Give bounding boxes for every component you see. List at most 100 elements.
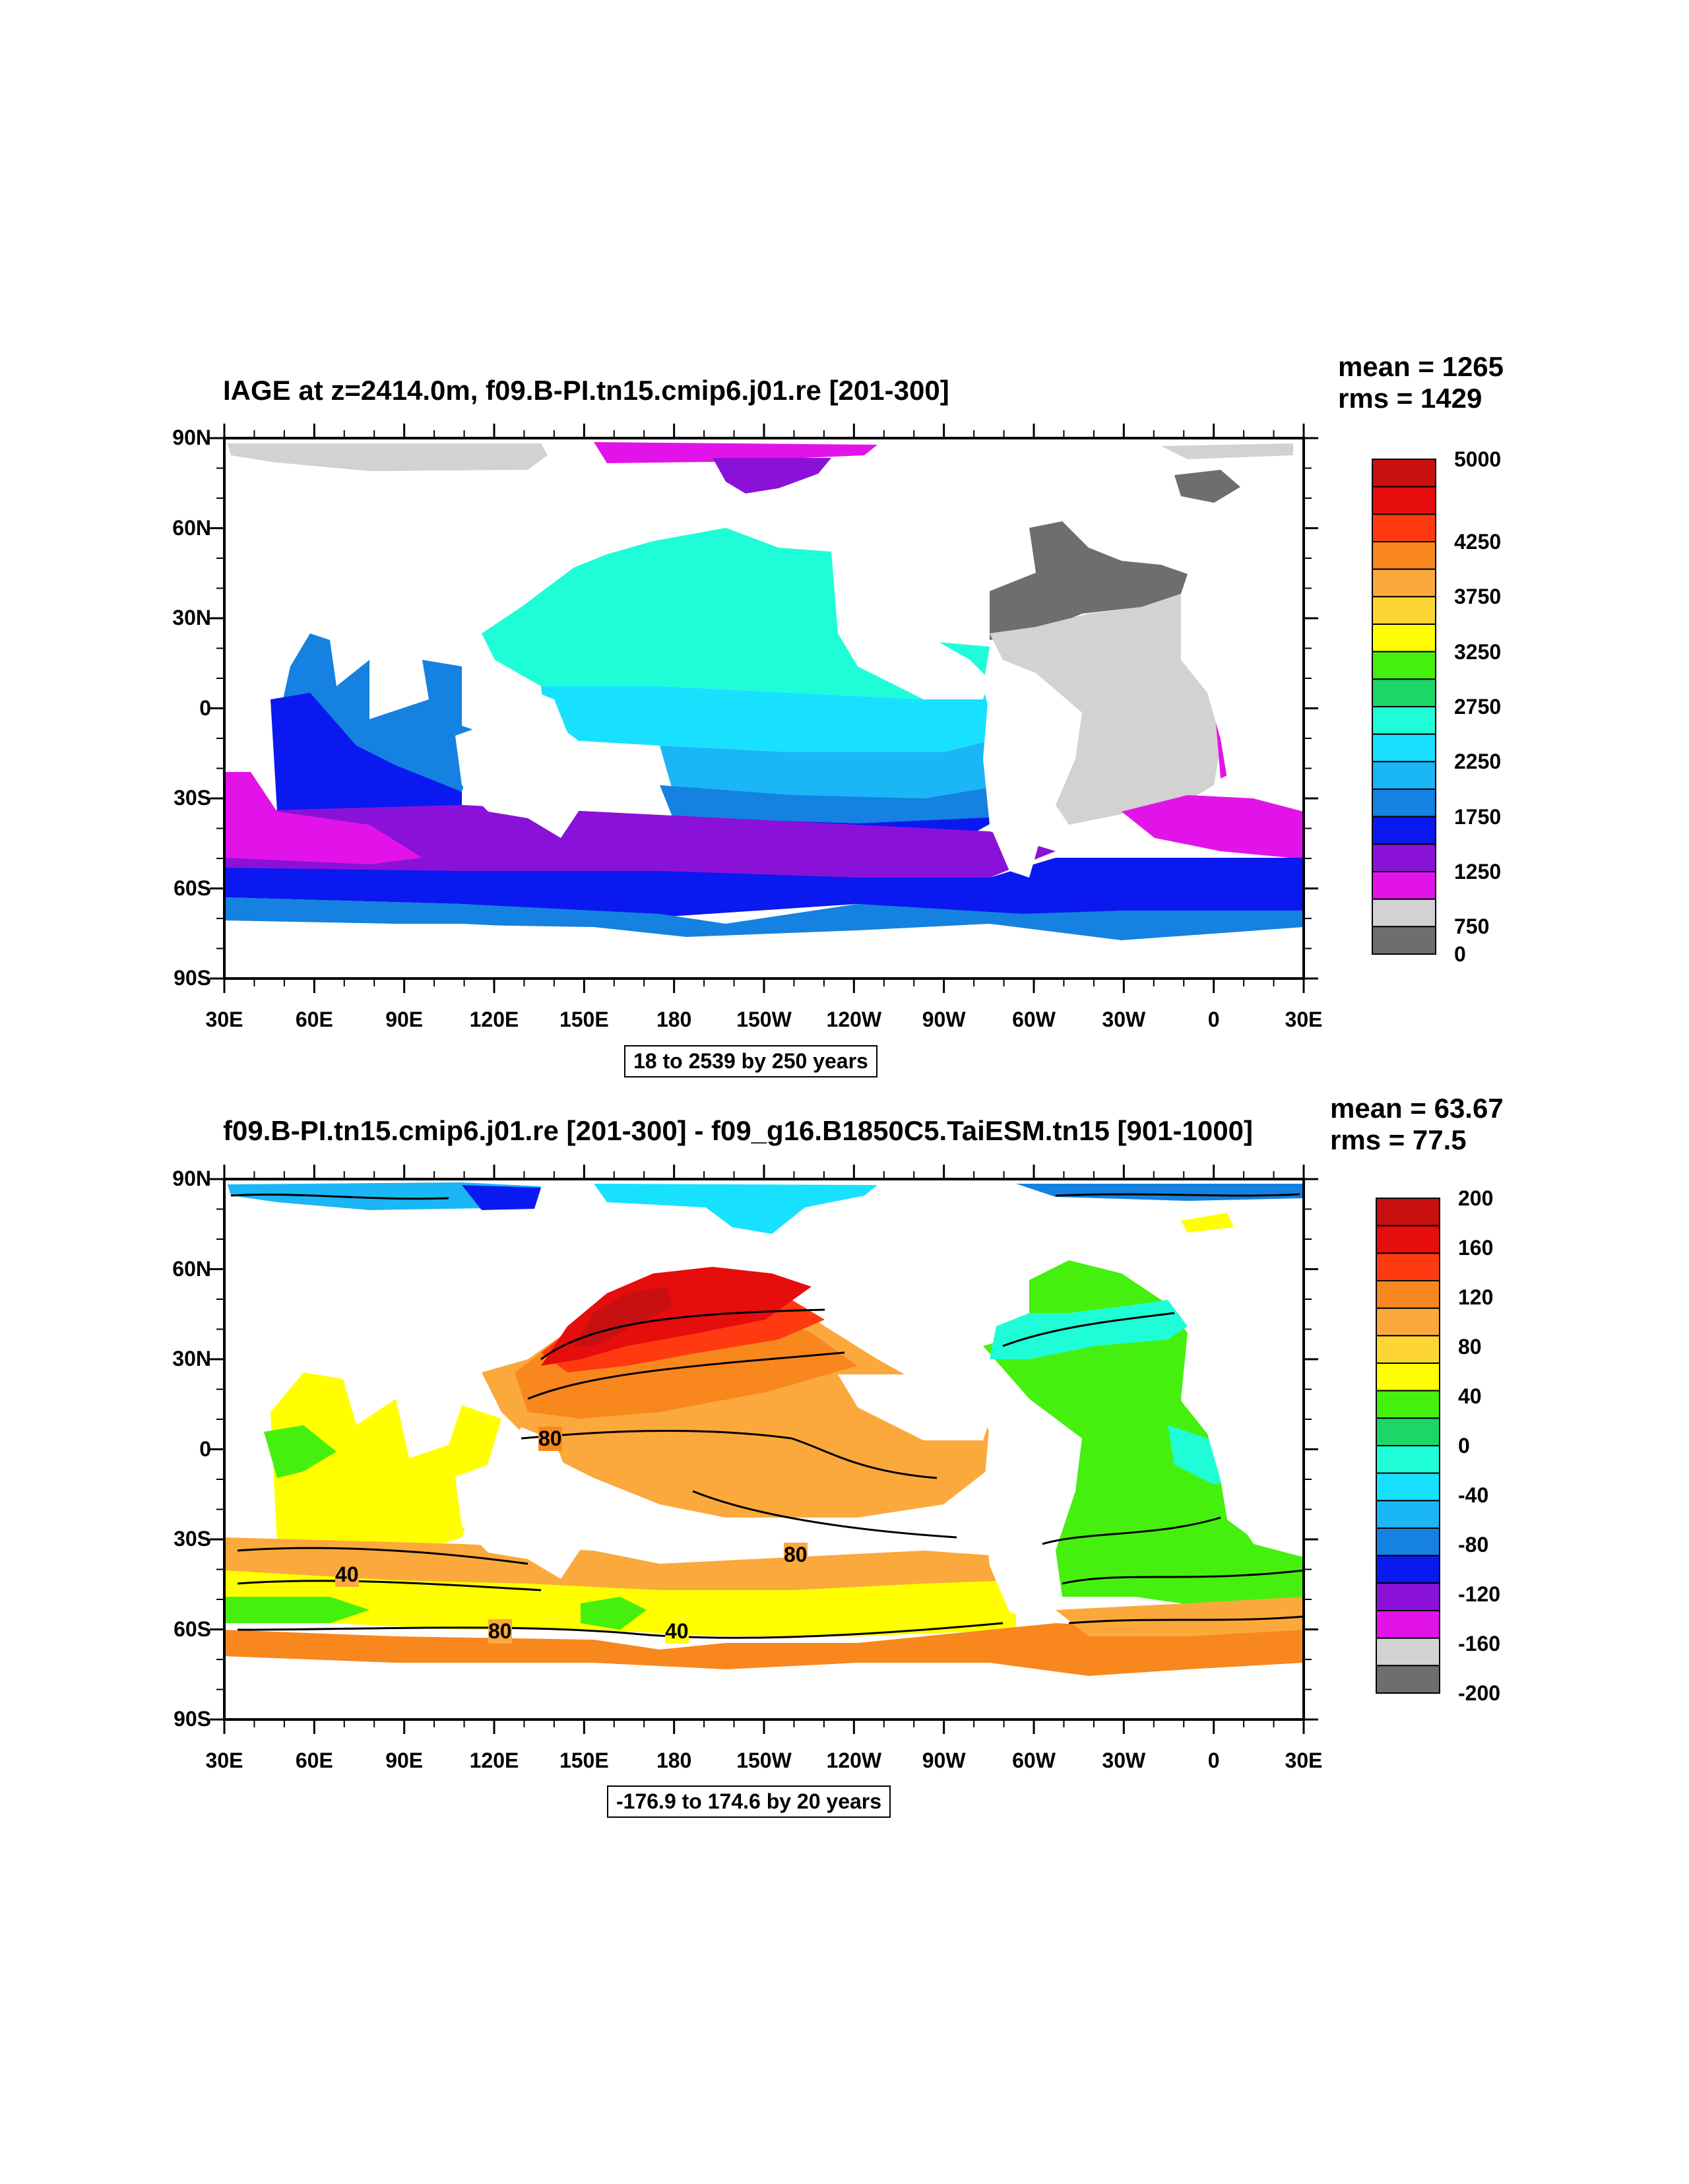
x-axis-label: 60E bbox=[295, 1008, 333, 1031]
x-axis-label: 0 bbox=[1207, 1008, 1220, 1031]
p1-io-darkblue bbox=[271, 693, 462, 812]
colorbar-box bbox=[1372, 596, 1436, 625]
p1-arctic-magenta bbox=[594, 442, 877, 463]
colorbar-label: 2750 bbox=[1454, 695, 1502, 719]
x-axis-label: 30E bbox=[205, 1749, 243, 1772]
p1-so-purple bbox=[224, 805, 1056, 881]
p1-arctic-gray bbox=[228, 443, 548, 471]
x-axis-label: 120E bbox=[469, 1749, 519, 1772]
y-axis-label: 90N bbox=[172, 1167, 211, 1190]
colorbar-box bbox=[1372, 898, 1436, 928]
p2-io-green bbox=[264, 1425, 336, 1478]
panel2-ocean-fields bbox=[224, 1182, 1304, 1719]
panel1-contour-info: 18 to 2539 by 250 years bbox=[624, 1045, 877, 1077]
x-axis-label: 30W bbox=[1102, 1749, 1146, 1772]
p1-so-blue bbox=[224, 858, 1304, 917]
colorbar-box bbox=[1376, 1500, 1440, 1529]
y-axis-label: 60S bbox=[174, 1617, 211, 1641]
colorbar-label: 750 bbox=[1454, 915, 1490, 939]
colorbar-box bbox=[1376, 1363, 1440, 1392]
x-axis-label: 90W bbox=[922, 1008, 966, 1031]
p1-atl-gray bbox=[990, 594, 1221, 825]
x-axis-label: 90E bbox=[385, 1008, 424, 1031]
y-axis-label: 60S bbox=[174, 876, 211, 900]
colorbar-label: 40 bbox=[1458, 1384, 1482, 1408]
x-axis-label: 150W bbox=[736, 1008, 792, 1031]
y-axis-label: 0 bbox=[199, 695, 211, 720]
colorbar-label: 1250 bbox=[1454, 860, 1502, 883]
colorbar-box bbox=[1372, 486, 1436, 515]
p2-south-america bbox=[983, 1407, 1069, 1619]
colorbar-label: -120 bbox=[1458, 1582, 1501, 1606]
p2-natl-aqua bbox=[990, 1300, 1188, 1359]
x-axis-label: 30E bbox=[205, 1008, 243, 1031]
colorbar-box bbox=[1376, 1225, 1440, 1254]
p2-so-green-patch bbox=[224, 1597, 369, 1623]
colorbar-box bbox=[1372, 733, 1436, 763]
colorbar-label: -160 bbox=[1458, 1632, 1501, 1655]
p1-so-magenta-w bbox=[224, 772, 422, 864]
p1-gin-dark bbox=[1174, 470, 1240, 503]
x-axis-label: 180 bbox=[656, 1749, 692, 1772]
colorbar-box bbox=[1376, 1307, 1440, 1337]
panel1-rms: rms = 1429 bbox=[1338, 383, 1482, 414]
colorbar-box bbox=[1376, 1280, 1440, 1309]
panel2-contour-info: -176.9 to 174.6 by 20 years bbox=[607, 1785, 891, 1818]
colorbar-label: 3750 bbox=[1454, 585, 1502, 609]
p1-south-america bbox=[983, 666, 1069, 878]
p1-arctic-gray-east bbox=[1161, 443, 1293, 459]
p2-so-atl-orange bbox=[1056, 1597, 1304, 1636]
colorbar-box bbox=[1372, 926, 1436, 955]
colorbar-box bbox=[1372, 871, 1436, 900]
x-axis-label: 150W bbox=[736, 1749, 792, 1772]
colorbar-box bbox=[1372, 568, 1436, 598]
x-axis-label: 120E bbox=[469, 1008, 519, 1031]
colorbar-box bbox=[1376, 1472, 1440, 1502]
p1-north-america bbox=[838, 633, 990, 699]
colorbar-box bbox=[1372, 843, 1436, 873]
colorbar-box bbox=[1372, 816, 1436, 845]
y-axis-label: 30S bbox=[174, 1527, 211, 1551]
colorbar-label: -40 bbox=[1458, 1483, 1489, 1507]
p2-arctic-darkblue bbox=[462, 1185, 541, 1210]
colorbar-box bbox=[1376, 1335, 1440, 1365]
colorbar-label: 4250 bbox=[1454, 530, 1502, 554]
p2-io-yellow bbox=[271, 1372, 501, 1557]
colorbar-box bbox=[1372, 761, 1436, 790]
y-axis-label: 30N bbox=[172, 606, 211, 629]
colorbar-box bbox=[1376, 1198, 1440, 1227]
colorbar-label: 200 bbox=[1458, 1186, 1494, 1210]
colorbar-box bbox=[1372, 678, 1436, 708]
p1-australia bbox=[455, 686, 594, 838]
colorbar-box bbox=[1376, 1445, 1440, 1474]
colorbar-box bbox=[1376, 1417, 1440, 1446]
p2-australia bbox=[455, 1427, 594, 1579]
panel2-title: f09.B-PI.tn15.cmip6.j01.re [201-300] - f… bbox=[223, 1115, 1253, 1146]
p2-so-green-patch2 bbox=[581, 1597, 647, 1630]
x-axis-label: 90E bbox=[385, 1749, 424, 1772]
y-axis-label: 90N bbox=[172, 426, 211, 449]
x-axis-label: 120W bbox=[826, 1749, 882, 1772]
p1-pac-lightblue bbox=[660, 739, 1003, 798]
panel2-mean: mean = 63.67 bbox=[1330, 1093, 1504, 1124]
contour-label: 80 bbox=[784, 1543, 808, 1567]
p1-natl-dark bbox=[990, 521, 1188, 640]
p1-antarctica bbox=[224, 920, 1304, 979]
panel1-ocean-fields bbox=[224, 442, 1304, 979]
p2-npac-red bbox=[541, 1267, 812, 1366]
colorbar-label: 5000 bbox=[1454, 447, 1502, 471]
x-axis-label: 180 bbox=[656, 1008, 692, 1031]
colorbar-label: 3250 bbox=[1454, 639, 1502, 664]
p1-arctic-purple bbox=[713, 458, 831, 494]
x-axis-label: 0 bbox=[1207, 1749, 1220, 1772]
y-axis-label: 90S bbox=[174, 966, 211, 990]
colorbar-box bbox=[1376, 1555, 1440, 1584]
p2-contours bbox=[230, 1193, 1304, 1639]
colorbar-label: 0 bbox=[1458, 1434, 1470, 1458]
x-axis-label: 30W bbox=[1102, 1008, 1146, 1031]
x-axis-label: 90W bbox=[922, 1749, 966, 1772]
colorbar-label: 0 bbox=[1454, 942, 1466, 966]
contour-label: 40 bbox=[335, 1562, 359, 1587]
panel2-rms: rms = 77.5 bbox=[1330, 1124, 1467, 1155]
y-axis-label: 60N bbox=[172, 1256, 211, 1281]
